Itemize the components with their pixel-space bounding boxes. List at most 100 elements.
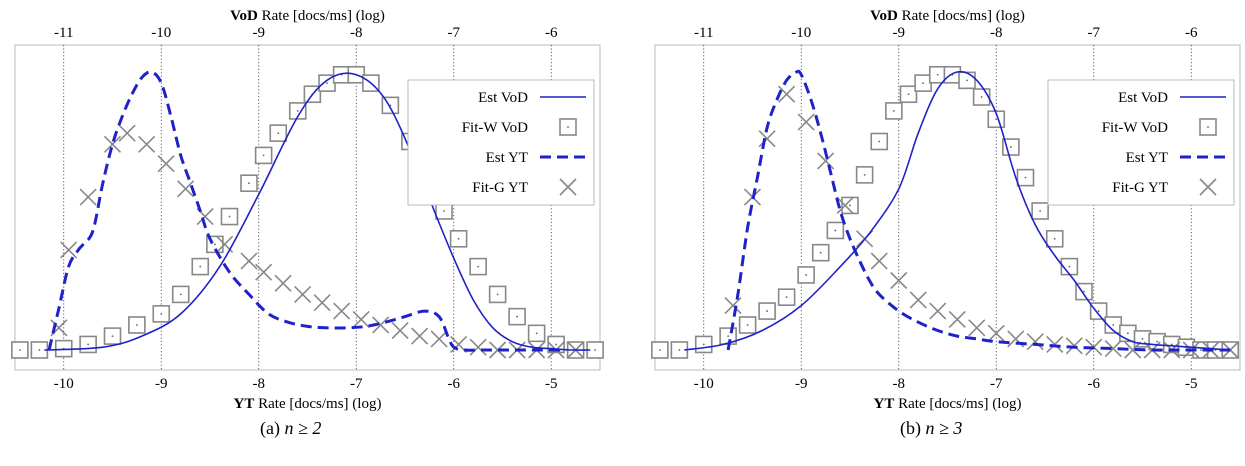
chart-a-series-fit-w-vod-point-dot: [443, 210, 445, 212]
chart-b-series-fit-w-vod-point-dot: [727, 335, 730, 337]
chart-a-series-fit-g-yt-point: [103, 135, 122, 153]
chart-a-series-fit-w-vod-point-dot: [262, 154, 265, 157]
chart-a-series-fit-g-yt-point-stroke2: [469, 338, 487, 356]
chart-b-bottom-tick-label: -10: [694, 376, 714, 392]
chart-b-series-fit-g-yt-point-stroke2: [758, 130, 776, 148]
chart-b-series-fit-w-vod-point-dot: [1112, 324, 1115, 326]
chart-a-series-est-yt: [47, 70, 561, 352]
chart-a-series-fit-w-vod-point-dot: [457, 237, 460, 240]
chart-b-series-fit-w-vod-point-dot: [785, 296, 788, 299]
chart-a-series-fit-g-yt-point: [372, 316, 390, 334]
chart-a-series-fit-g-yt-point-stroke2: [240, 252, 258, 270]
chart-b-bottom-tick-label: -6: [1088, 376, 1101, 392]
chart-b-series-fit-g-yt-point-stroke2: [968, 319, 986, 337]
chart-a-series-fit-w-vod-point-dot: [277, 132, 280, 135]
chart-b-series-fit-g-yt-point-stroke2: [1007, 330, 1025, 348]
chart-b-series-est-yt: [726, 69, 1231, 352]
chart-a-series-fit-g-yt-point-stroke2: [274, 274, 292, 292]
caption-a-math: n ≥ 2: [284, 418, 322, 438]
chart-b-series-fit-w-vod-point-dot: [1053, 237, 1056, 240]
chart-a-series-fit-w-vod-point-dot: [248, 182, 250, 185]
chart-a-series-fit-g-yt-point-stroke2: [255, 263, 273, 281]
chart-b-series-fit-g-yt-point: [1104, 340, 1122, 358]
chart-b-series-fit-g-yt-point-stroke2: [948, 310, 966, 328]
chart-b-series-fit-g-yt-point-stroke2: [890, 271, 908, 290]
chart-a-series-fit-w-vod-point-dot: [477, 265, 480, 268]
chart-a-series-fit-g-yt-point: [157, 155, 175, 173]
chart-a-series-fit-g-yt-point-stroke2: [489, 341, 507, 359]
chart-b-series-fit-w-vod-point-dot: [1039, 210, 1042, 212]
chart-b-series-fit-w-vod-point-dot: [1068, 265, 1071, 268]
chart-a-series-fit-g-yt-point: [118, 124, 136, 142]
chart-a-series-fit-w-vod-point-dot: [516, 315, 519, 318]
chart-a-series-fit-g-yt-point: [240, 252, 258, 270]
chart-a-bottom-tick-label: -7: [350, 376, 363, 392]
chart-b-series-fit-w-vod-point-dot: [936, 73, 939, 76]
chart-b-series-fit-w-vod-point-dot: [1141, 337, 1144, 340]
chart-b-bottom-tick-label: -8: [893, 376, 906, 392]
chart-a-series-fit-g-yt-point: [177, 180, 195, 198]
chart-b-series-fit-g-yt-point-stroke2: [1124, 341, 1142, 359]
chart-a-series-fit-g-yt-point-stroke2: [372, 316, 390, 334]
chart-b-series-fit-w-vod-point-dot: [878, 140, 881, 143]
chart-b-top-tick-label: -8: [990, 25, 1003, 41]
chart-a-series-fit-w-vod-point-dot: [228, 215, 231, 218]
chart-a-top-axis-title: VoD Rate [docs/ms] (log): [230, 8, 385, 24]
chart-a-series-fit-g-yt-point-stroke2: [294, 285, 312, 303]
chart-a-bottom-tick-label: -8: [253, 376, 266, 392]
chart-b-series-fit-w-vod-point-dot: [678, 349, 681, 351]
chart-b-series-fit-g-yt-point-stroke2: [1104, 340, 1122, 358]
chart-a-legend-box: [407, 79, 595, 206]
chart-b-top-tick-label: -7: [1088, 25, 1101, 41]
chart-b-bottom-axis-title: YT Rate [docs/ms] (log): [874, 396, 1022, 412]
caption-a-label: (a): [260, 418, 280, 438]
chart-a-series-fit-w-vod-point-dot: [555, 343, 558, 346]
chart-a-top-tick-label: -7: [448, 25, 461, 41]
chart-a-series-fit-g-yt-point-stroke2: [313, 294, 331, 312]
chart-a-top-tick-label: -10: [151, 25, 171, 41]
chart-b-bottom-tick-label: -5: [1185, 376, 1198, 392]
chart-a-series-fit-w-vod-point-dot: [111, 335, 114, 337]
chart-b-series-fit-w-vod-point-dot: [980, 96, 983, 98]
chart-a-series-fit-w-vod-point-dot: [213, 243, 216, 246]
chart-a-series-fit-g-yt-point: [352, 310, 370, 328]
chart-a-series-fit-w-vod-point-dot: [135, 324, 138, 326]
chart-a-series-fit-g-yt-point-stroke2: [60, 241, 78, 259]
chart-a-top-tick-label: -11: [54, 25, 73, 41]
caption-b: (b) n ≥ 3: [900, 418, 962, 439]
caption-b-math: n ≥ 3: [925, 418, 963, 438]
chart-a-series-fit-g-yt-point: [391, 321, 409, 340]
chart-a-series-fit-g-yt-point-stroke2: [157, 155, 175, 173]
chart-b-series-fit-g-yt-point-stroke2: [929, 302, 947, 320]
chart-b-series-fit-w-vod-point-dot: [834, 229, 837, 232]
chart-b-legend-swatch-stroke2: [1199, 178, 1217, 196]
chart-b-series-fit-g-yt-point-stroke2: [724, 296, 742, 315]
chart-a-series-est-yt-line: [47, 70, 561, 352]
chart-a-legend-label: Est VoD: [478, 90, 528, 106]
chart-b-series-fit-w-vod-point-dot: [1024, 176, 1027, 179]
chart-a-series-fit-g-yt-point: [333, 302, 351, 320]
chart-b-series-fit-g-yt-point: [890, 271, 908, 290]
chart-b-series-fit-w-vod-point-dot: [658, 349, 661, 351]
chart-b-bottom-tick-label: -9: [795, 376, 808, 392]
chart-b-series-fit-g-yt-point: [870, 252, 888, 270]
chart-a-series-fit-w-vod-point-dot: [18, 349, 21, 351]
chart-b-legend-label: Fit-W VoD: [1102, 120, 1168, 136]
chart-b-series-fit-w-vod-point-dot: [1156, 340, 1159, 343]
chart-a-series-fit-g-yt-point: [411, 327, 429, 345]
chart-a-series-fit-g-yt-point-stroke2: [138, 135, 156, 153]
caption-a: (a) n ≥ 2: [260, 418, 321, 439]
chart-a-series-fit-g-yt-point-stroke2: [430, 330, 448, 348]
chart-a-series-fit-w-vod-point-dot: [38, 349, 41, 351]
chart-b-series-fit-g-yt-point: [817, 152, 835, 170]
chart-a-series-fit-g-yt-point-stroke2: [411, 327, 429, 345]
chart-b-series-fit-g-yt-point: [1124, 341, 1142, 359]
chart-b-series-fit-g-yt-point: [758, 130, 776, 148]
chart-b-series-fit-g-yt-point: [968, 319, 986, 337]
chart-a-series-fit-w-vod-point-dot: [160, 312, 163, 315]
chart-b-series-fit-w-vod-point-dot: [746, 324, 749, 326]
chart-b-series-fit-w-vod-point-dot: [863, 173, 866, 176]
chart-a-series-fit-g-yt-point-stroke2: [103, 135, 122, 153]
chart-a-series-fit-w-vod-point-dot: [535, 332, 538, 335]
